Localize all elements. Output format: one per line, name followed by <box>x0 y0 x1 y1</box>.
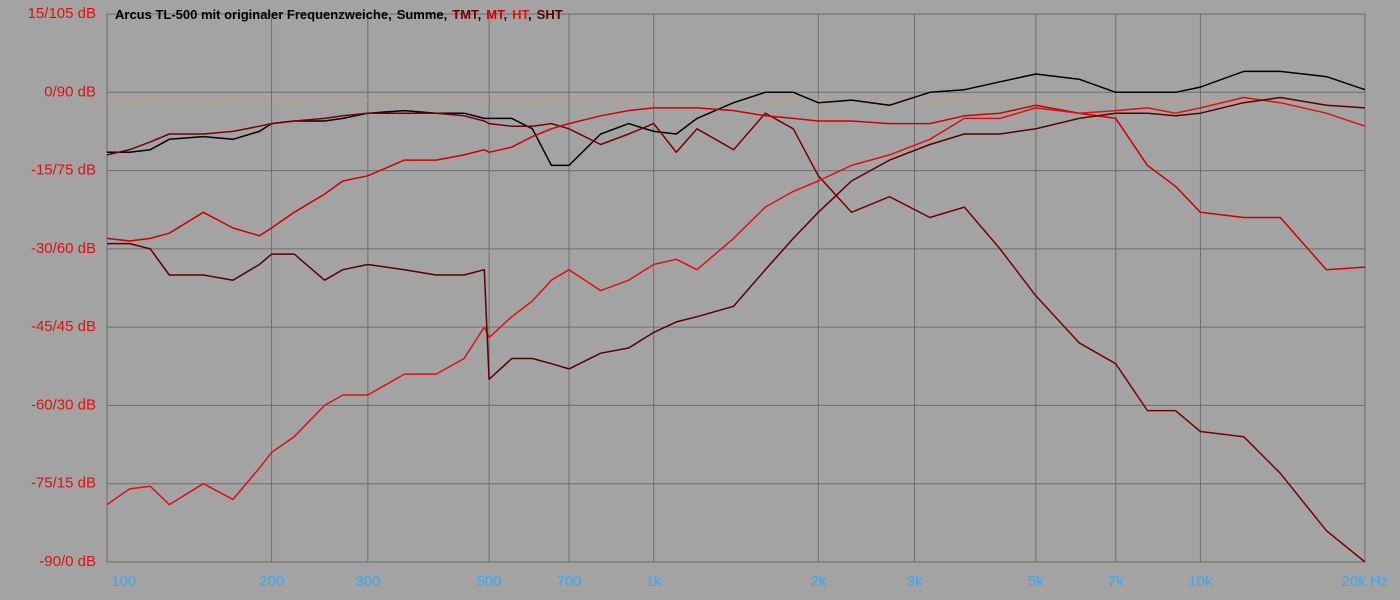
y-tick-label: 0/90 dB <box>44 83 96 100</box>
x-tick-label: 20k Hz <box>1342 573 1389 590</box>
grid <box>106 13 1366 563</box>
x-tick-label: 3k <box>907 573 923 590</box>
lines <box>106 70 1366 563</box>
series-line <box>106 112 1366 563</box>
legend-entry: HT <box>512 7 529 22</box>
y-tick-label: -45/45 dB <box>31 318 96 335</box>
legend-entry: Summe <box>397 7 444 22</box>
chart-title: Arcus TL-500 mit originaler Frequenzweic… <box>115 7 392 22</box>
y-tick-label: -15/75 dB <box>31 162 96 179</box>
x-tick-label: 300 <box>355 573 380 590</box>
x-tick-label: .100 <box>107 573 136 590</box>
x-tick-label: 10k <box>1188 573 1213 590</box>
legend-separator: , <box>478 7 482 22</box>
y-tick-label: -75/15 dB <box>31 475 96 492</box>
y-tick-label: -60/30 dB <box>31 396 96 413</box>
series-line <box>106 104 1366 271</box>
legend-entry: SHT <box>537 7 563 22</box>
x-tick-label: 200 <box>259 573 284 590</box>
legend-entry: MT <box>486 7 505 22</box>
legend-separator: , <box>528 7 532 22</box>
y-tick-label: 15/105 dB <box>28 5 96 22</box>
legend-separator: , <box>444 7 448 22</box>
series-line <box>106 96 1366 506</box>
y-tick-label: -30/60 dB <box>31 240 96 257</box>
title-legend: Arcus TL-500 mit originaler Frequenzweic… <box>115 7 563 22</box>
legend-separator: , <box>504 7 508 22</box>
legend-entry: TMT <box>452 7 479 22</box>
x-tick-label: 7k <box>1108 573 1124 590</box>
x-tick-label: 500 <box>477 573 502 590</box>
y-tick-label: -90/0 dB <box>39 553 96 570</box>
x-tick-label: 5k <box>1028 573 1044 590</box>
x-tick-label: 700 <box>557 573 582 590</box>
x-tick-label: 2k <box>810 573 826 590</box>
labels: 15/105 dB 0/90 dB -15/75 dB -30/60 dB -45/45… <box>28 5 1389 590</box>
series-line <box>107 96 1366 381</box>
x-tick-label: 1k <box>646 573 662 590</box>
